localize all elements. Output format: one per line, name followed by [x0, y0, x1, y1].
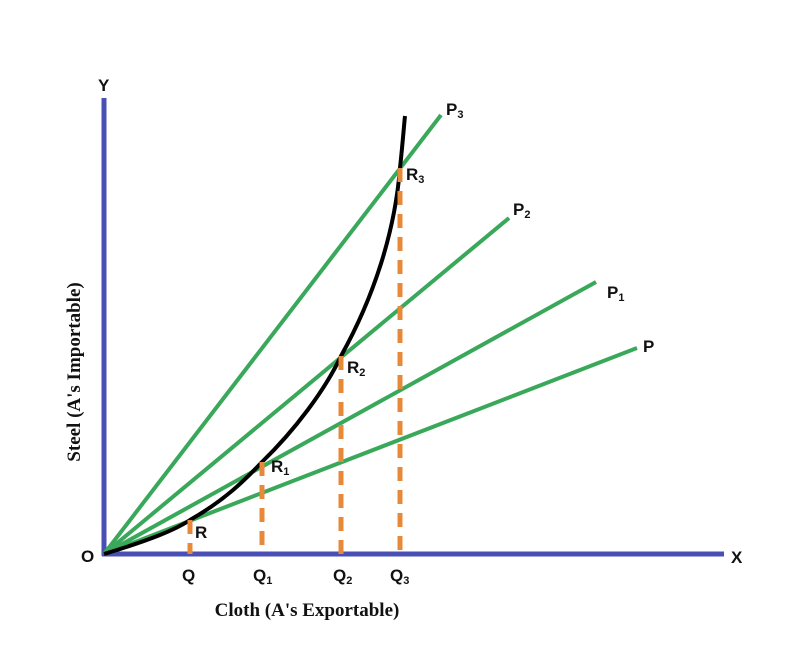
offer-curve [103, 115, 407, 556]
price-line-p2 [102, 216, 511, 556]
price-line-p1 [103, 280, 597, 556]
origin-label: O [81, 547, 94, 566]
label-p2: P2 [513, 200, 530, 221]
tick-q3: Q3 [390, 566, 409, 587]
x-axis-title: Cloth (A's Exportable) [215, 600, 400, 621]
price-line-p3 [102, 113, 443, 556]
x-axis-letter: X [731, 548, 743, 567]
label-r1: R1 [271, 457, 289, 478]
label-r: R [195, 523, 207, 542]
y-axis-title: Steel (A's Importable) [64, 282, 85, 461]
label-p1: P1 [607, 283, 624, 304]
label-r3: R3 [406, 165, 424, 186]
label-p3: P3 [446, 100, 463, 121]
y-axis-letter: Y [98, 76, 110, 95]
tick-q2: Q2 [333, 566, 352, 587]
label-p: P [643, 337, 654, 356]
tick-q: Q [182, 566, 195, 585]
tick-q1: Q1 [253, 566, 272, 587]
label-r2: R2 [347, 358, 365, 379]
